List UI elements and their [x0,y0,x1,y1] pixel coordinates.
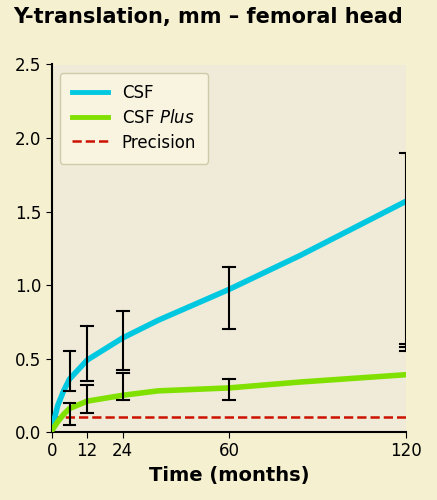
X-axis label: Time (months): Time (months) [149,466,309,485]
Legend: CSF, CSF $\it{Plus}$, Precision: CSF, CSF $\it{Plus}$, Precision [60,73,208,164]
Text: Y-translation, mm – femoral head: Y-translation, mm – femoral head [13,8,403,28]
